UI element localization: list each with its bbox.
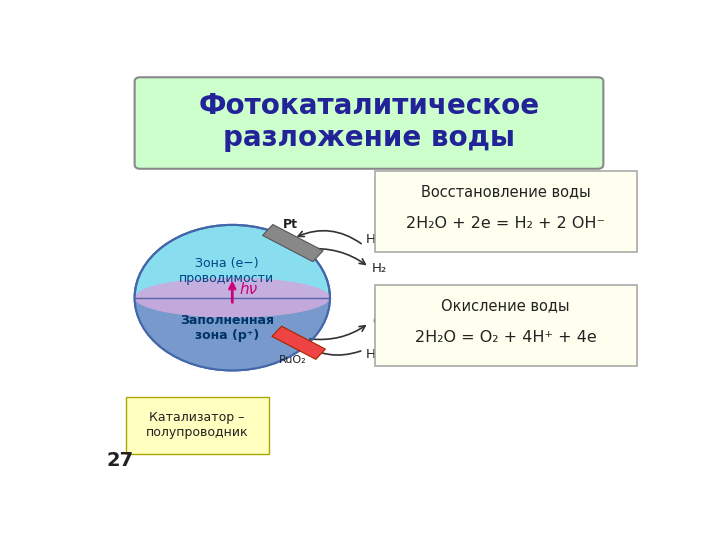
FancyBboxPatch shape bbox=[135, 77, 603, 168]
Text: Фотокаталитическое
разложение воды: Фотокаталитическое разложение воды bbox=[199, 92, 539, 152]
Text: H₂O: H₂O bbox=[366, 233, 392, 246]
Text: 2H₂O = O₂ + 4H⁺ + 4e: 2H₂O = O₂ + 4H⁺ + 4e bbox=[415, 330, 597, 346]
Polygon shape bbox=[263, 225, 323, 262]
Circle shape bbox=[135, 225, 330, 370]
Text: RuO₂: RuO₂ bbox=[279, 355, 307, 365]
Text: Зона (е−)
проводимости: Зона (е−) проводимости bbox=[179, 256, 274, 285]
Text: Восстановление воды: Восстановление воды bbox=[421, 184, 590, 199]
Text: Заполненная
зона (р⁺): Заполненная зона (р⁺) bbox=[180, 314, 274, 342]
FancyBboxPatch shape bbox=[374, 285, 637, 366]
Text: Окисление воды: Окисление воды bbox=[441, 299, 570, 313]
Text: H₂: H₂ bbox=[372, 262, 387, 275]
Text: Pt: Pt bbox=[282, 219, 297, 232]
Text: hν: hν bbox=[240, 282, 258, 297]
Text: H₂O: H₂O bbox=[366, 348, 392, 361]
Text: O₂: O₂ bbox=[372, 315, 387, 328]
Text: 27: 27 bbox=[107, 451, 134, 470]
Wedge shape bbox=[135, 298, 330, 370]
Text: 2H₂O + 2e = H₂ + 2 OH⁻: 2H₂O + 2e = H₂ + 2 OH⁻ bbox=[406, 216, 606, 231]
FancyBboxPatch shape bbox=[374, 171, 637, 252]
FancyBboxPatch shape bbox=[126, 397, 269, 454]
Text: Катализатор –
полупроводник: Катализатор – полупроводник bbox=[146, 411, 248, 440]
Ellipse shape bbox=[135, 278, 330, 318]
Polygon shape bbox=[272, 326, 325, 359]
